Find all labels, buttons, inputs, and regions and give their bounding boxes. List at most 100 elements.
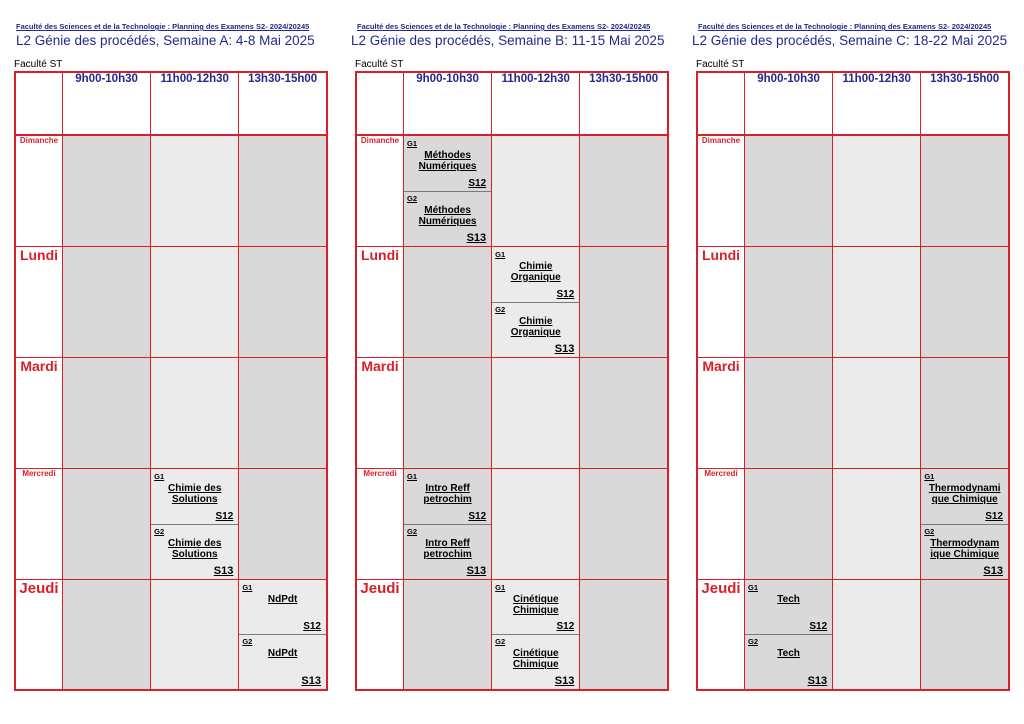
- group-label: G1: [495, 249, 506, 259]
- slot-cell: [402, 578, 493, 691]
- exam-room: S13: [466, 231, 487, 244]
- day-label: Jeudi: [355, 578, 404, 691]
- exam-group-2: G2 Intro Reff petrochim S13: [404, 524, 491, 579]
- slot-cell: [832, 134, 922, 247]
- exam-subject: Intro Reff petrochim: [423, 537, 472, 560]
- faculty-header: Faculté des Sciences et de la Technologi…: [16, 22, 310, 31]
- exam-subject: Méthodes Numériques: [418, 150, 477, 172]
- exam-subject: Méthodes Numériques: [418, 204, 477, 227]
- slot-header: 11h00-12h30: [150, 71, 240, 136]
- slot-cell: [150, 578, 240, 691]
- slot-cell: [920, 578, 1010, 691]
- slot-cell: [743, 134, 834, 247]
- exam-group-2: G2 Thermodynam ique Chimique S13: [921, 524, 1008, 579]
- faculty-label: Faculté ST: [14, 59, 63, 70]
- exam-cell: G1 Intro Reff petrochim S12 G2 Intro Ref…: [402, 467, 493, 580]
- exam-room: S13: [554, 342, 575, 355]
- exam-group-1: G1 Cinétique Chimique S12: [492, 580, 580, 636]
- faculty-label: Faculté ST: [696, 59, 745, 70]
- slot-cell: [579, 134, 669, 247]
- slot-cell: [743, 356, 834, 469]
- exam-room: S13: [983, 564, 1003, 577]
- exam-room: S12: [215, 510, 234, 522]
- exam-subject: Tech: [777, 593, 800, 605]
- exam-group-2: G2 Méthodes Numériques S13: [404, 191, 491, 246]
- exam-room: S12: [468, 177, 487, 189]
- exam-group-1: G1 Thermodynami que Chimique S12: [921, 469, 1008, 525]
- slot-cell: [579, 356, 669, 469]
- slot-header: 13h30-15h00: [579, 71, 669, 136]
- exam-cell: G1 Thermodynami que Chimique S12 G2 Ther…: [920, 467, 1010, 580]
- exam-group-2: G2 NdPdt S13: [239, 634, 326, 689]
- exam-group-2: G2 Tech S13: [745, 634, 832, 689]
- slot-cell: [491, 356, 581, 469]
- group-label: G2: [154, 526, 165, 536]
- day-label: Jeudi: [14, 578, 63, 691]
- slot-cell: [238, 356, 328, 469]
- slot-cell: [238, 134, 328, 247]
- group-label: G1: [407, 139, 418, 148]
- day-label: Mercredi: [355, 467, 404, 580]
- slot-cell: [579, 578, 669, 691]
- day-label: Dimanche: [696, 134, 745, 247]
- exam-room: S13: [213, 564, 234, 577]
- exam-room: S13: [301, 675, 321, 687]
- slot-header: 11h00-12h30: [832, 71, 922, 136]
- schedule-grid: 9h00-10h30 11h00-12h30 13h30-15h00 Diman…: [355, 71, 669, 691]
- slot-cell: [402, 356, 493, 469]
- exam-room: S13: [554, 675, 575, 687]
- exam-room: S12: [809, 621, 828, 633]
- group-label: G1: [924, 471, 935, 481]
- exam-group-2: G2 Chimie Organique S13: [492, 302, 579, 357]
- slot-cell: [832, 245, 922, 358]
- schedule-title: L2 Génie des procédés, Semaine B: 11-15 …: [351, 33, 665, 48]
- slot-cell: [832, 578, 922, 691]
- exam-cell: G1 Cinétique Chimique S12 G2 Cinétique C…: [491, 578, 581, 691]
- panel-week-b: Faculté des Sciences et de la Technologi…: [351, 0, 669, 724]
- exam-room: S13: [807, 675, 828, 687]
- group-label: G2: [407, 526, 418, 536]
- exam-group-1: G1 Chimie des Solutions S12: [151, 469, 239, 525]
- day-label: Mardi: [355, 356, 404, 469]
- exam-subject: NdPdt: [267, 593, 298, 605]
- slot-cell: [61, 134, 152, 247]
- exam-subject: Tech: [777, 648, 800, 660]
- exam-group-2: G2 Cinétique Chimique S13: [492, 634, 579, 689]
- group-label: G1: [748, 582, 759, 592]
- exam-room: S12: [556, 288, 575, 300]
- exam-cell: G1 Tech S12 G2 Tech S13: [743, 578, 834, 691]
- group-label: G2: [495, 637, 506, 647]
- exam-subject: Intro Reff petrochim: [423, 482, 472, 505]
- panel-week-c: Faculté des Sciences et de la Technologi…: [692, 0, 1010, 724]
- exam-subject: Thermodynami que Chimique: [928, 482, 1001, 505]
- slot-header: 13h30-15h00: [920, 71, 1010, 136]
- slot-cell: [150, 134, 240, 247]
- slot-cell: [402, 245, 493, 358]
- group-label: G1: [154, 471, 165, 481]
- corner-cell: [355, 71, 404, 136]
- exam-group-1: G1 Chimie Organique S12: [492, 247, 580, 303]
- group-label: G2: [495, 304, 506, 314]
- day-label: Lundi: [696, 245, 745, 358]
- day-label: Dimanche: [14, 134, 63, 247]
- slot-cell: [150, 356, 240, 469]
- slot-header: 13h30-15h00: [238, 71, 328, 136]
- group-label: G1: [407, 471, 418, 481]
- day-label: Lundi: [355, 245, 404, 358]
- exam-cell: G1 Méthodes Numériques S12 G2 Méthodes N…: [402, 134, 493, 247]
- slot-header: 9h00-10h30: [61, 71, 152, 136]
- group-label: G1: [495, 582, 506, 592]
- group-label: G2: [748, 637, 759, 647]
- faculty-header: Faculté des Sciences et de la Technologi…: [698, 22, 992, 31]
- exam-subject: NdPdt: [267, 648, 298, 660]
- exam-cell: G1 NdPdt S12 G2 NdPdt S13: [238, 578, 328, 691]
- day-label: Dimanche: [355, 134, 404, 247]
- schedule-grid: 9h00-10h30 11h00-12h30 13h30-15h00 Diman…: [14, 71, 328, 691]
- day-label: Mercredi: [696, 467, 745, 580]
- slot-header: 11h00-12h30: [491, 71, 581, 136]
- exam-subject: Thermodynam ique Chimique: [930, 537, 1000, 560]
- exam-cell: G1 Chimie Organique S12 G2 Chimie Organi…: [491, 245, 581, 358]
- exam-group-1: G1 NdPdt S12: [239, 580, 326, 636]
- slot-cell: [491, 467, 581, 580]
- exam-subject: Chimie Organique: [510, 315, 561, 338]
